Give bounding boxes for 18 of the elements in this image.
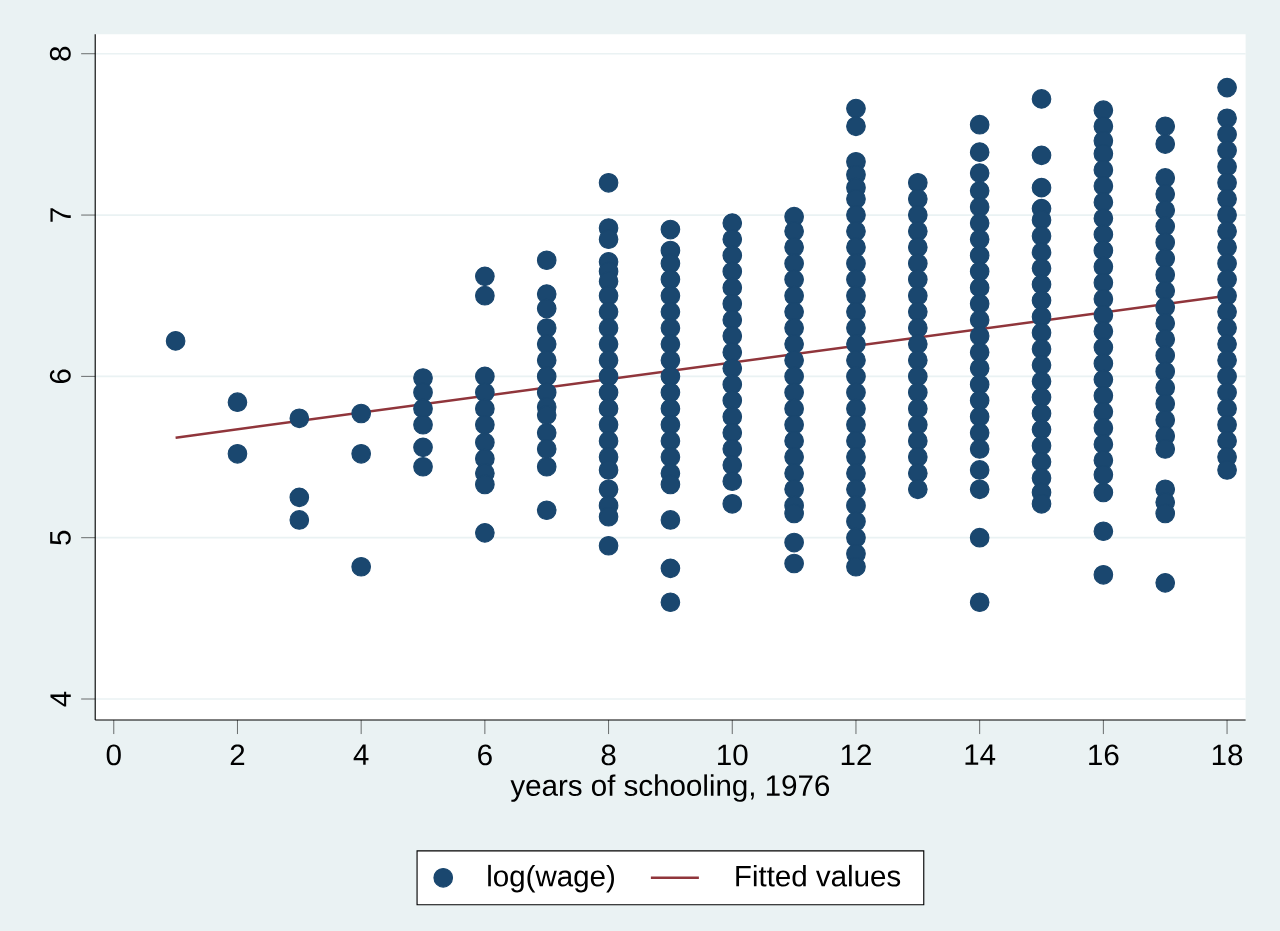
x-axis-title: years of schooling, 1976 [510,774,830,802]
y-tick-label: 4 [50,691,71,707]
x-tick-label: 10 [718,744,748,766]
x-tick-label: 4 [353,744,369,765]
y-tick-label: 7 [50,208,71,222]
x-tick-label: 16 [1089,744,1119,766]
x-tick-label: 0 [106,744,121,766]
x-tick-label: 14 [965,744,996,765]
legend-label: Fitted values [736,864,901,887]
x-tick-label: 8 [601,744,616,766]
x-tick-label: 18 [1212,744,1243,766]
legend-label: log(wage) [488,864,614,893]
x-tick-label: 6 [478,744,492,766]
y-tick-label: 8 [49,46,71,61]
y-tick-label: 5 [50,530,71,545]
y-tick-label: 6 [49,369,71,383]
x-tick-label: 12 [841,744,871,765]
x-tick-label: 2 [230,744,245,765]
